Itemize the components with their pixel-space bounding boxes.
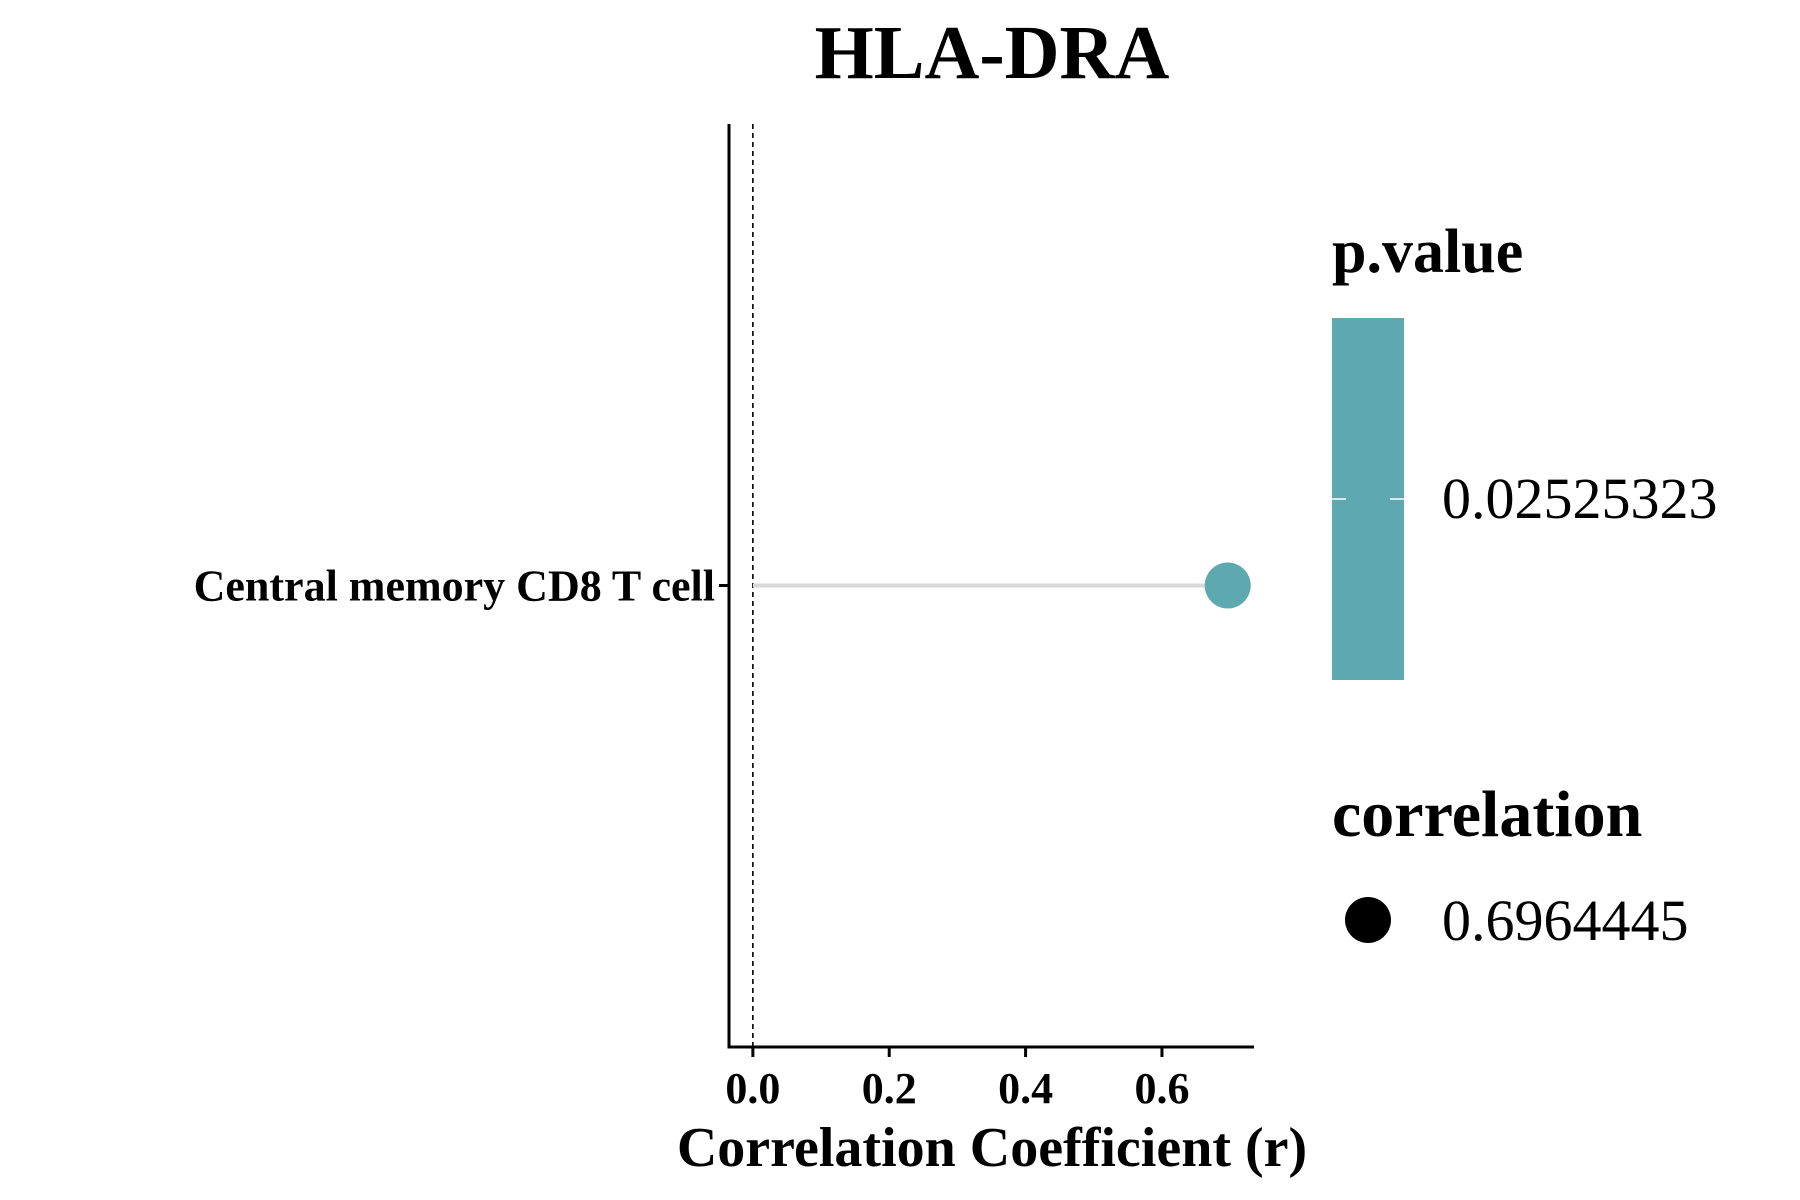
legend-correlation-label: 0.6964445	[1442, 888, 1689, 953]
chart-title: HLA-DRA	[815, 11, 1170, 95]
legend-pvalue: p.value 0.02525323	[1332, 218, 1718, 680]
legend-pvalue-label: 0.02525323	[1442, 466, 1718, 531]
x-tick-label: 0.6	[1134, 1064, 1189, 1113]
x-axis-label: Correlation Coefficient (r)	[677, 1117, 1307, 1179]
x-tick-label: 0.4	[998, 1064, 1053, 1113]
y-tick-label: Central memory CD8 T cell	[194, 562, 715, 611]
data-point	[1204, 562, 1251, 609]
legend-correlation: correlation 0.6964445	[1332, 778, 1689, 953]
legend-pvalue-title: p.value	[1332, 218, 1523, 286]
x-tick-label: 0.2	[862, 1064, 917, 1113]
x-tick-label: 0.0	[725, 1064, 780, 1113]
legend-correlation-point	[1345, 897, 1391, 943]
plot-area: Central memory CD8 T cell 0.0 0.2 0.4 0.6	[194, 124, 1254, 1113]
legend-correlation-title: correlation	[1332, 778, 1642, 851]
